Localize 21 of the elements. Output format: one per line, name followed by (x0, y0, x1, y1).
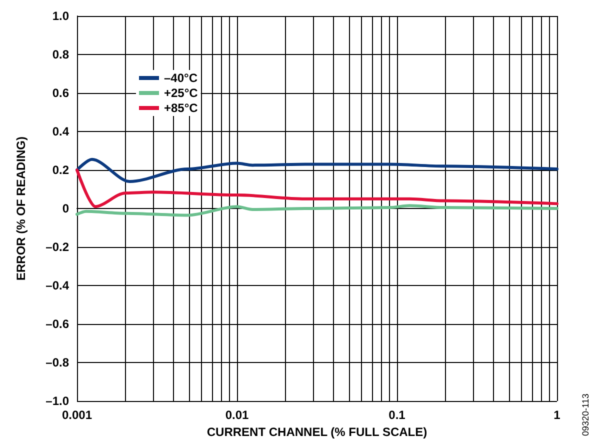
y-tick-label: 0.8 (52, 48, 70, 62)
y-tick-label: –0.6 (46, 317, 70, 331)
x-tick-label: 0.001 (62, 408, 92, 422)
x-tick-label: 1 (554, 408, 561, 422)
legend-label: +85°C (164, 101, 198, 115)
y-tick-label: 0.2 (52, 163, 70, 177)
text: 09320-113 (580, 394, 590, 436)
x-axis-title: CURRENT CHANNEL (% FULL SCALE) (206, 424, 428, 439)
y-axis-title: ERROR (% OF READING) (14, 136, 28, 280)
legend-label: +25°C (164, 86, 198, 100)
y-tick-label: 1.0 (52, 9, 70, 23)
y-tick-label: –0.4 (46, 278, 70, 292)
y-tick-label: 0.6 (52, 86, 70, 100)
y-tick-label: –0.2 (46, 240, 70, 254)
legend-label: –40°C (164, 71, 198, 85)
y-tick-label: 0 (62, 202, 70, 216)
x-tick-label: 0.1 (388, 408, 406, 422)
y-tick-label: –0.8 (46, 356, 70, 370)
x-tick-label: 0.01 (225, 408, 249, 422)
y-tick-label: 0.4 (52, 124, 70, 138)
y-tick-label: –1.0 (46, 394, 70, 408)
